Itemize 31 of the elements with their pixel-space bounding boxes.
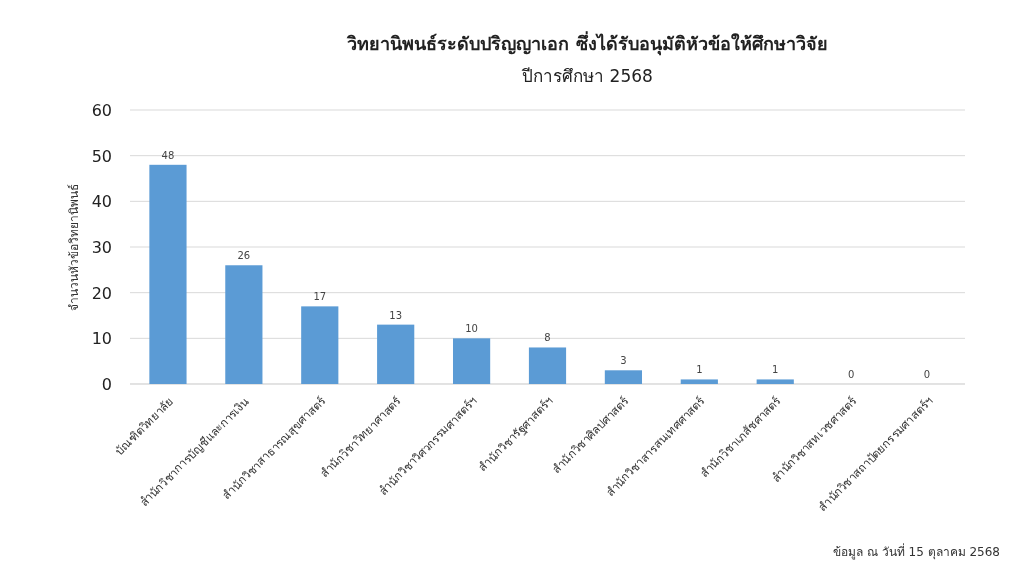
data-label: 26: [237, 250, 251, 262]
text: ข้อมูล ณ วันที่ 15 ตุลาคม 2568: [833, 543, 1000, 560]
y-tick-label: 20: [91, 283, 112, 303]
y-tick-label: 0: [101, 375, 112, 394]
data-label: 48: [161, 149, 175, 161]
y-tick-label: 40: [91, 192, 112, 212]
data-label: 10: [465, 323, 478, 335]
data-label: 8: [544, 332, 551, 344]
y-axis-title: จำนวนหัวข้อวิทยานิพนธ์: [67, 183, 81, 311]
data-label: 1: [696, 364, 703, 376]
bar: [528, 347, 567, 384]
bar: [149, 164, 187, 384]
y-tick-label: 10: [91, 329, 112, 349]
bar: [680, 379, 718, 384]
data-label: 1: [772, 364, 779, 376]
bar: [301, 306, 339, 384]
data-label: 13: [389, 309, 403, 321]
y-tick-label: 60: [91, 101, 112, 120]
data-label: 17: [313, 291, 327, 303]
bar: [756, 379, 794, 384]
bar: [225, 265, 263, 384]
data-label: 3: [620, 355, 627, 367]
bar: [604, 370, 643, 384]
data-label: 0: [923, 369, 931, 380]
y-tick-label: 50: [91, 146, 112, 166]
chart-title: วิทยานิพนธ์ระดับปริญญาเอก ซึ่งได้รับอนุมัติหัวข้อให้ศึกษาวิจัย: [346, 31, 828, 56]
bar: [377, 324, 415, 384]
chart-subtitle: ปีการศึกษา 2568: [521, 66, 653, 86]
y-tick-label: 30: [91, 238, 112, 257]
data-label: 0: [847, 369, 855, 380]
bar: [452, 338, 491, 384]
